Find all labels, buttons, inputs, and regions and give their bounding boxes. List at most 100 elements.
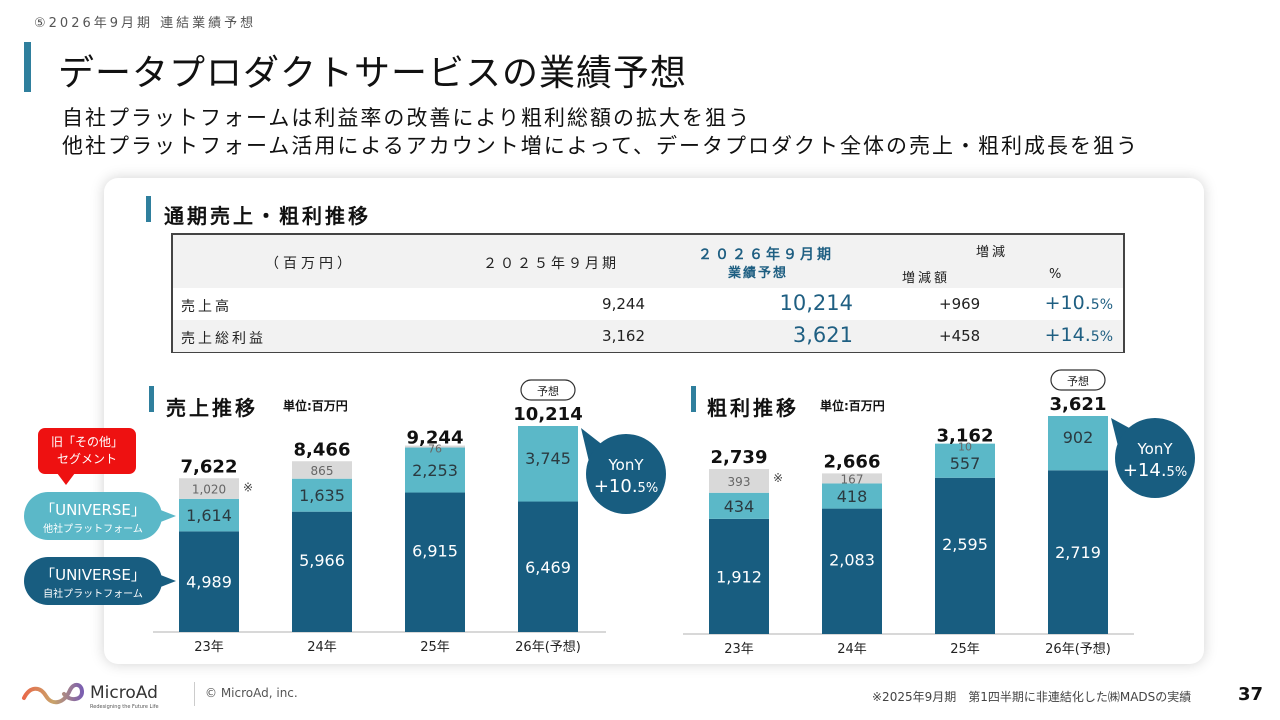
forecast-badge	[520, 379, 576, 401]
category-label: 23年	[724, 642, 754, 657]
subtitle-line-2: 他社プラットフォーム活用によるアカウント増によって、データプロダクト全体の売上・…	[62, 134, 1140, 158]
bar-segment-legacy	[709, 469, 769, 493]
page-number: 37	[1238, 684, 1264, 705]
sales-chart-accent-bar	[149, 386, 154, 412]
summary-table: （百万円） ２０２５年９月期 ２０２６年９月期 業績予想 増減 増減額 % 売上…	[171, 233, 1125, 353]
summary-accent-bar	[146, 196, 151, 222]
header-fy2026-line1: ２０２６年９月期	[698, 247, 834, 263]
total-label: 2,666	[824, 451, 881, 472]
yony-bubble-pointer	[581, 428, 604, 466]
other-callout-line2: 他社プラットフォーム	[43, 524, 143, 535]
value-label-other: 418	[837, 487, 868, 506]
value-label-legacy: 1,020	[192, 483, 226, 497]
category-label: 24年	[837, 642, 867, 657]
legacy-callout-line1: 旧「その他」	[50, 435, 123, 449]
yony-label: YonY	[1136, 440, 1173, 458]
bar-segment-own-platform	[292, 511, 352, 632]
bar-segment-other-platform	[822, 483, 882, 509]
bar-segment-legacy	[292, 461, 352, 479]
bar-segment-own-platform	[935, 477, 995, 634]
fy2026-value: 3,621	[792, 323, 853, 347]
own-callout-line1: 「UNIVERSE」	[40, 566, 146, 584]
own-callout-line2: 自社プラットフォーム	[43, 589, 143, 600]
header-change-pct: %	[1049, 267, 1062, 282]
bar-segment-own-platform	[822, 508, 882, 634]
other-callout-line1: 「UNIVERSE」	[40, 501, 146, 519]
bar-segment-other-platform	[518, 426, 578, 502]
logo-mark-icon	[22, 683, 85, 705]
category-label: 26年(予想)	[1045, 641, 1111, 657]
legacy-callout-pointer	[57, 473, 75, 485]
value-label-legacy: 865	[311, 464, 334, 478]
microad-logo: MicroAd Redesigning the Future Life	[22, 683, 159, 710]
forecast-badge	[1050, 369, 1106, 391]
logo-tagline: Redesigning the Future Life	[90, 704, 159, 710]
total-label: 10,214	[513, 404, 582, 425]
bar-segment-legacy	[935, 443, 995, 446]
legacy-callout-line2: セグメント	[56, 452, 117, 466]
gp-chart-accent-bar	[691, 386, 696, 412]
logo-wordmark: MicroAd	[90, 683, 158, 703]
total-label: 7,622	[181, 456, 238, 477]
value-label-own: 2,719	[1055, 543, 1101, 562]
total-label: 8,466	[294, 439, 351, 460]
yony-value: +14.5%	[1123, 460, 1187, 481]
pct-main: +14.	[1044, 324, 1091, 346]
value-label-legacy: 393	[728, 475, 751, 489]
table-row-sales: 売上高 9,244 10,214 +969 +10.5%	[173, 288, 1123, 320]
value-label-own: 4,989	[186, 573, 232, 592]
total-label: 3,162	[937, 426, 994, 447]
table-header: （百万円） ２０２５年９月期 ２０２６年９月期 業績予想 増減 増減額 %	[173, 235, 1123, 288]
category-label: 26年(予想)	[515, 639, 581, 655]
fy2025-value: 3,162	[602, 327, 645, 345]
value-label-own: 5,966	[299, 551, 345, 570]
yony-value: +10.5%	[594, 476, 658, 497]
value-label-legacy: 76	[428, 443, 442, 456]
yony-bubble	[586, 434, 666, 514]
header-fy2025: ２０２５年９月期	[483, 256, 619, 272]
forecast-badge-label: 予想	[537, 384, 559, 398]
unit-header: （百万円）	[265, 256, 355, 272]
own-callout-pointer	[158, 574, 176, 588]
bar-segment-other-platform	[709, 492, 769, 519]
fy2026-value: 10,214	[779, 291, 853, 315]
pct-main: +10.	[1044, 292, 1091, 314]
yony-label: YonY	[607, 456, 644, 474]
pct-tail: 5%	[1090, 297, 1113, 313]
bar-segment-own-platform	[179, 531, 239, 632]
pct-tail: 5%	[1090, 329, 1113, 345]
title-accent-bar	[24, 42, 31, 92]
value-label-other: 3,745	[525, 449, 571, 468]
value-label-other: 1,635	[299, 486, 345, 505]
header-change-group: 増減	[976, 245, 1009, 260]
bar-segment-legacy	[822, 473, 882, 484]
footnote-mark: ※	[773, 471, 783, 485]
value-label-other: 557	[950, 454, 981, 473]
row-label: 売上総利益	[181, 331, 266, 347]
bar-segment-legacy	[405, 445, 465, 448]
value-label-own: 1,912	[716, 567, 762, 586]
footer-divider	[194, 682, 195, 706]
forecast-badge-label: 予想	[1067, 374, 1089, 388]
footnote-text: ※2025年9月期 第1四半期に非連結化した㈱MADSの実績	[872, 690, 1192, 704]
bar-segment-other-platform	[405, 447, 465, 493]
gp-chart-unit: 単位:百万円	[820, 399, 885, 413]
legacy-segment-callout: 旧「その他」 セグメント	[38, 428, 136, 474]
section-kicker: ⑤2026年9月期 連結業績予想	[34, 16, 257, 31]
header-fy2026-line2: 業績予想	[728, 266, 789, 281]
yony-bubble-pointer	[1111, 418, 1133, 450]
page-title: データプロダクトサービスの業績予想	[58, 53, 688, 94]
bar-segment-own-platform	[405, 492, 465, 632]
bar-segment-legacy	[179, 478, 239, 499]
other-platform-callout: 「UNIVERSE」 他社プラットフォーム	[24, 492, 162, 540]
yony-bubble	[1115, 418, 1195, 498]
pct-value: +10.5%	[1045, 292, 1113, 314]
value-label-other: 2,253	[412, 461, 458, 480]
bar-segment-other-platform	[1048, 416, 1108, 471]
bar-segment-own-platform	[1048, 470, 1108, 634]
value-label-own: 2,083	[829, 550, 875, 569]
value-label-own: 6,915	[412, 541, 458, 560]
value-label-own: 2,595	[942, 535, 988, 554]
